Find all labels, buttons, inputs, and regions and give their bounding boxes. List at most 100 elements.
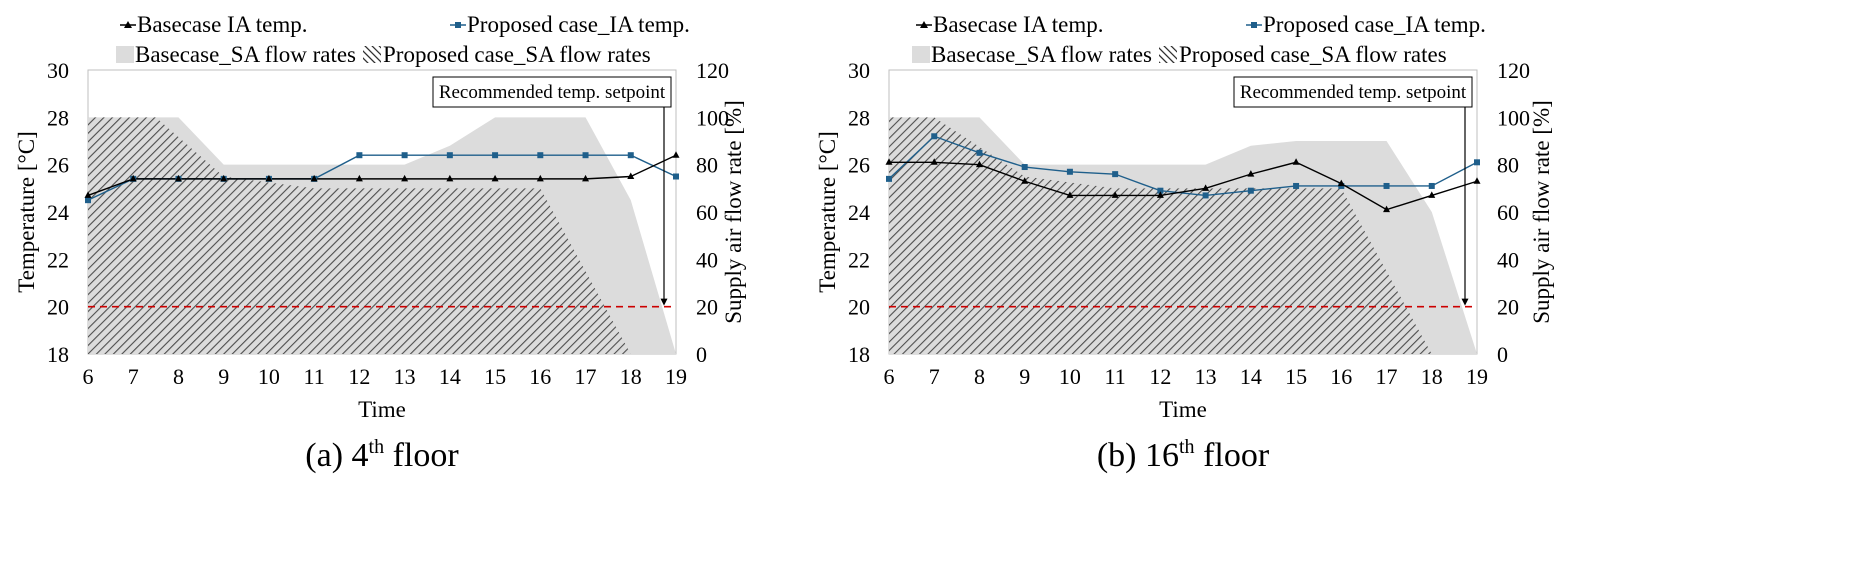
- base-temp-point: [1021, 177, 1029, 184]
- prop-temp-point: [1474, 159, 1480, 166]
- prop-temp-point: [627, 152, 634, 159]
- x-tick-label: 14: [1240, 364, 1262, 389]
- caption: (a) 4th floor: [305, 436, 459, 474]
- x-axis-title: Time: [358, 397, 406, 422]
- prop-temp-point: [537, 152, 544, 159]
- base-temp-point: [1156, 191, 1164, 198]
- base-temp-point: [310, 174, 318, 182]
- prop-temp-point: [886, 175, 892, 182]
- annotation-box: [432, 76, 672, 108]
- base-temp-point: [491, 174, 499, 182]
- x-tick-label: 8: [173, 364, 184, 389]
- y-tick-label: 22: [848, 247, 870, 272]
- base-temp-point: [446, 174, 454, 182]
- legend-prop-flow-swatch: [1159, 46, 1177, 63]
- base-temp-point: [672, 151, 680, 158]
- caption-sup: th: [1179, 436, 1195, 458]
- x-tick-label: 19: [1466, 364, 1488, 389]
- y-tick-label: 24: [47, 200, 69, 225]
- prop-temp-point: [673, 173, 679, 180]
- annotation-arrow-head: [660, 298, 668, 306]
- y-right-axis-title: Supply air flow rate [%]: [721, 100, 746, 324]
- legend-base-flow-swatch: [116, 46, 134, 63]
- x-tick-label: 7: [929, 364, 940, 389]
- prop-temp-point: [446, 152, 453, 159]
- prop-temp-point: [1428, 182, 1435, 189]
- x-tick-label: 9: [218, 364, 229, 389]
- y-right-tick-label: 80: [1497, 153, 1519, 178]
- annotation-text: Recommended temp. setpoint: [1240, 82, 1467, 103]
- x-tick-label: 17: [575, 364, 597, 389]
- y-right-tick-label: 0: [696, 342, 707, 367]
- caption-prefix: (a) 4: [305, 437, 368, 474]
- legend-prop-flow-swatch: [363, 46, 381, 63]
- base-temp-point: [1337, 179, 1345, 187]
- base-temp-point: [1066, 191, 1074, 198]
- legend: Basecase IA temp. Proposed case_IA temp. B…: [912, 12, 1486, 67]
- x-axis-title: Time: [1159, 397, 1207, 422]
- caption-prefix: (b) 16: [1097, 437, 1179, 474]
- prop-temp-point: [1157, 187, 1164, 194]
- annotation-box: [1233, 76, 1473, 108]
- y-tick-label: 28: [848, 105, 870, 130]
- base-temp-point: [1428, 191, 1436, 198]
- base-temp-point: [129, 174, 137, 182]
- legend-base-temp-marker: [920, 21, 928, 28]
- x-tick-label: 6: [83, 364, 94, 389]
- base-temp-point: [355, 174, 363, 182]
- x-tick-label: 13: [1195, 364, 1217, 389]
- prop-temp-point: [85, 197, 91, 204]
- y-right-tick-label: 20: [696, 295, 718, 320]
- y-right-axis-title: Supply air flow rate [%]: [1529, 100, 1554, 324]
- prop-temp-point: [1021, 164, 1028, 171]
- x-tick-label: 15: [484, 364, 506, 389]
- y-right-tick-label: 100: [1497, 105, 1530, 130]
- y-right-tick-label: 20: [1497, 295, 1519, 320]
- y-tick-label: 30: [47, 58, 69, 83]
- base-temp-point: [627, 172, 635, 179]
- base-temp-point: [401, 174, 409, 182]
- base-temp-point: [1473, 177, 1481, 184]
- x-tick-label: 15: [1285, 364, 1307, 389]
- x-tick-label: 10: [1059, 364, 1081, 389]
- chart-panel-0: Basecase IA temp. Proposed case_IA temp. B…: [14, 12, 746, 474]
- y-right-tick-label: 120: [1497, 58, 1530, 83]
- x-tick-label: 17: [1376, 364, 1398, 389]
- base-temp-point: [1383, 205, 1391, 213]
- y-tick-label: 28: [47, 105, 69, 130]
- x-tick-label: 18: [620, 364, 642, 389]
- x-tick-label: 11: [304, 364, 325, 389]
- base-temp-point: [1247, 170, 1255, 177]
- x-tick-label: 9: [1019, 364, 1030, 389]
- y-tick-label: 18: [47, 342, 69, 367]
- x-tick-label: 6: [884, 364, 895, 389]
- x-tick-label: 19: [665, 364, 687, 389]
- legend: Basecase IA temp. Proposed case_IA temp. B…: [116, 12, 690, 67]
- y-right-tick-label: 120: [696, 58, 729, 83]
- base-temp-point: [1292, 158, 1300, 165]
- y-right-tick-label: 100: [696, 105, 729, 130]
- legend-base-temp-marker: [124, 21, 132, 28]
- legend-base-flow-label: Basecase_SA flow rates: [135, 42, 356, 67]
- series-prop-temp-line: [888, 135, 1478, 197]
- y-right-tick-label: 60: [1497, 200, 1519, 225]
- x-tick-label: 16: [1330, 364, 1352, 389]
- base-temp-point: [84, 191, 92, 198]
- y-axis-title: Temperature [°C]: [815, 131, 840, 292]
- y-right-tick-label: 60: [696, 200, 718, 225]
- prop-temp-point: [1383, 182, 1390, 189]
- legend-base-temp-label: Basecase IA temp.: [933, 12, 1104, 37]
- annotation-text: Recommended temp. setpoint: [439, 82, 666, 103]
- legend-prop-temp-marker: [1251, 22, 1257, 28]
- legend-prop-flow-label: Proposed case_SA flow rates: [1179, 42, 1447, 67]
- prop-temp-point: [1202, 192, 1209, 199]
- x-tick-label: 10: [258, 364, 280, 389]
- prop-temp-point: [976, 149, 983, 156]
- caption: (b) 16th floor: [1097, 436, 1270, 474]
- x-tick-label: 13: [394, 364, 416, 389]
- legend-base-flow-label: Basecase_SA flow rates: [931, 42, 1152, 67]
- series-base-temp-line: [889, 161, 1478, 211]
- caption-sup: th: [369, 436, 385, 458]
- base-temp-point: [220, 174, 228, 182]
- caption-suffix: floor: [384, 437, 459, 474]
